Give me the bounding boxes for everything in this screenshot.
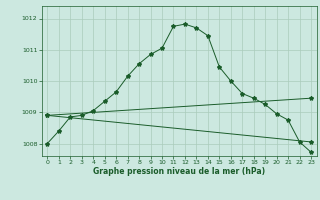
X-axis label: Graphe pression niveau de la mer (hPa): Graphe pression niveau de la mer (hPa) (93, 167, 265, 176)
